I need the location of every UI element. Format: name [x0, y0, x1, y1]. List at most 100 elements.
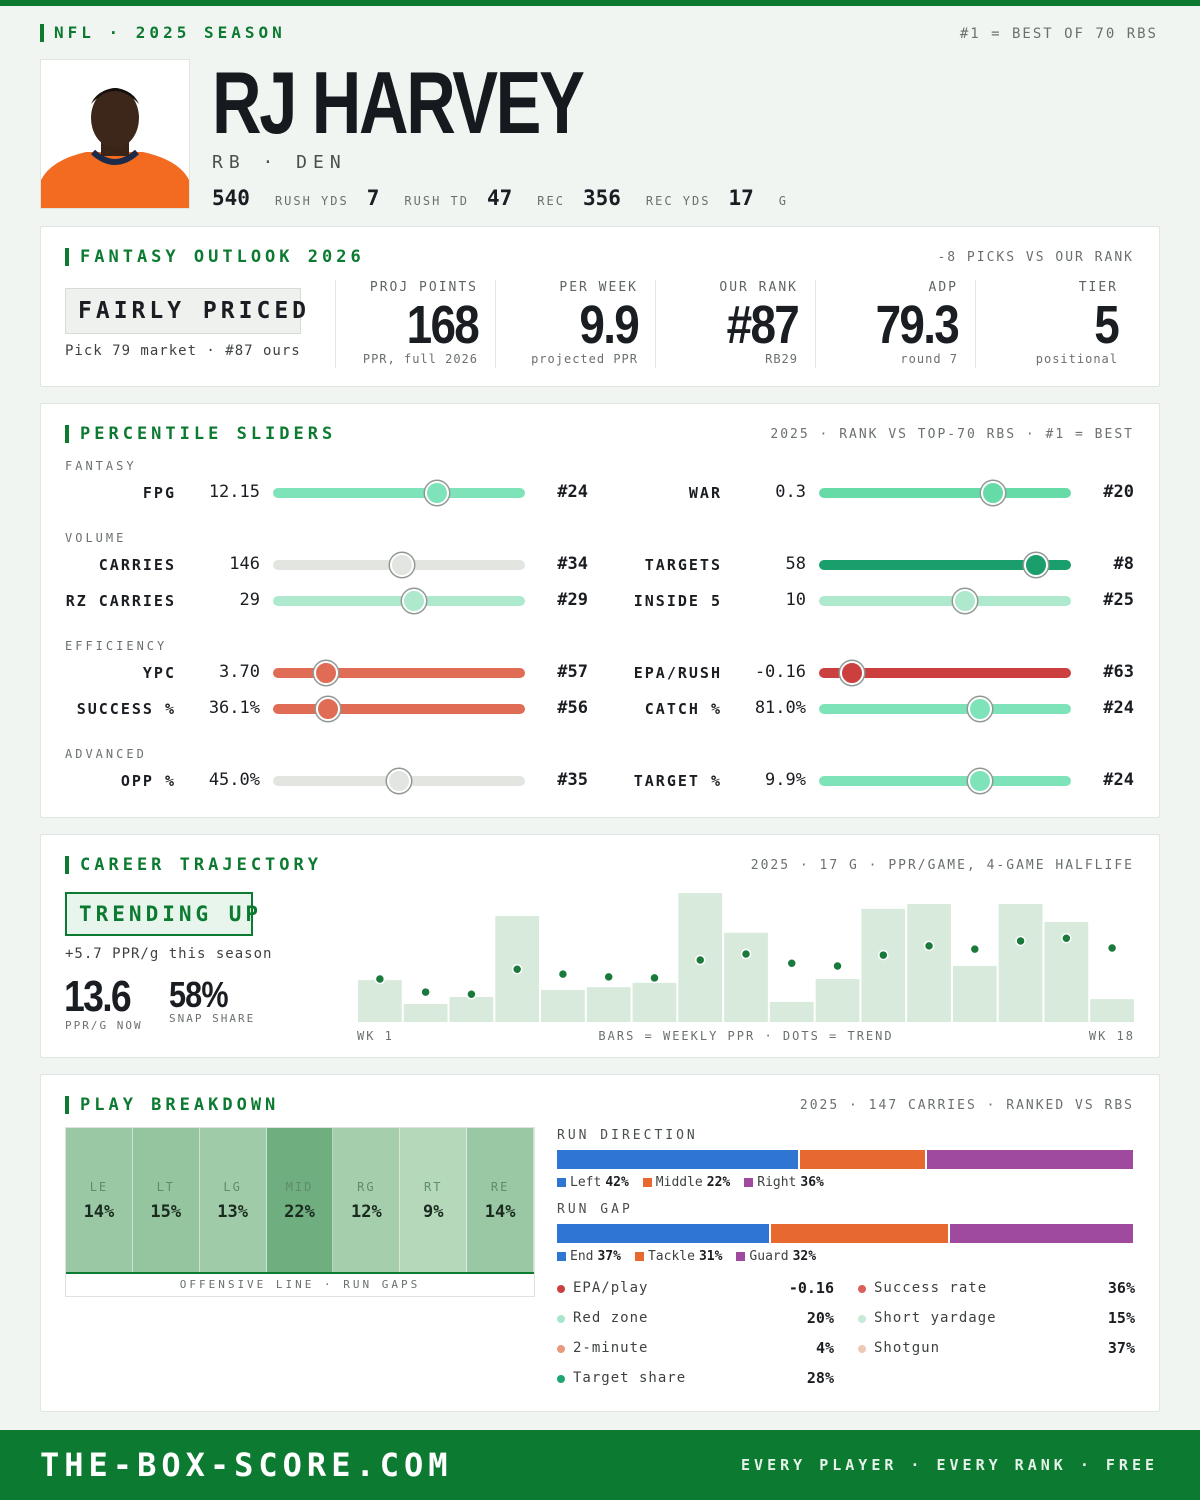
- section-title: CAREER TRAJECTORY: [65, 856, 322, 874]
- stat-label: Success rate: [874, 1280, 988, 1296]
- slider-value: 0.3: [775, 482, 806, 502]
- legend-swatch: [642, 1178, 652, 1187]
- legend-swatch: [557, 1252, 566, 1261]
- stat-value: -0.16: [788, 1279, 834, 1297]
- gap-cell: MID 22%: [266, 1128, 334, 1272]
- gap-cell: RG 12%: [333, 1128, 401, 1272]
- gap-cell: RE 14%: [467, 1128, 535, 1272]
- slider-label: INSIDE 5: [633, 592, 722, 610]
- gap-cell: LG 13%: [199, 1128, 267, 1272]
- slider-knob: [968, 697, 993, 721]
- footer-site: THE-BOX-SCORE.COM: [40, 1446, 453, 1484]
- photo-art: [41, 88, 189, 208]
- legend-name: Middle: [655, 1175, 703, 1190]
- gap-value: 12%: [351, 1202, 382, 1222]
- legend-value: 42%: [605, 1175, 629, 1190]
- slider-value: 10: [785, 590, 806, 610]
- gap-caption: OFFENSIVE LINE · RUN GAPS: [179, 1278, 421, 1291]
- slider-value: -0.16: [754, 662, 806, 682]
- legend-name: Tackle: [647, 1249, 695, 1264]
- stack-segment: [557, 1150, 798, 1169]
- slider-label: WAR: [688, 484, 722, 502]
- metric-divider: [655, 280, 656, 368]
- trend-dot: [832, 960, 843, 972]
- slider-value: 36.1%: [208, 698, 260, 718]
- trend-dot: [923, 940, 935, 952]
- sliders-card: [40, 403, 1160, 818]
- section-title: FANTASY OUTLOOK 2026: [65, 248, 365, 266]
- metric-label: OUR RANK: [719, 280, 798, 295]
- metric-value: 5: [1094, 295, 1120, 355]
- slider-rank: #24: [1103, 770, 1134, 790]
- x-tick-label: WK 18: [1089, 1029, 1135, 1043]
- gap-label: RE: [490, 1180, 510, 1194]
- snap-value: 58%: [169, 974, 229, 1015]
- metric-value: #87: [726, 295, 800, 355]
- slider-knob: [424, 481, 449, 505]
- trend-dot: [969, 943, 981, 955]
- trend-dot: [1061, 932, 1072, 944]
- metric-label: PER WEEK: [559, 280, 638, 295]
- metric-label: ADP: [928, 280, 958, 295]
- gap-value: 14%: [83, 1202, 115, 1222]
- slider-rank: #29: [557, 590, 588, 610]
- slider-knob: [968, 769, 993, 793]
- gap-value: 15%: [150, 1202, 182, 1222]
- ppr-label: PPR/G NOW: [65, 1019, 143, 1032]
- metric-divider: [815, 280, 816, 368]
- slider-track: [273, 488, 525, 498]
- metric-sub: positional: [1035, 352, 1118, 366]
- gap-cell: LT 15%: [132, 1128, 200, 1272]
- player-name: RJ HARVEY: [212, 53, 585, 152]
- stat-value: 4%: [815, 1339, 834, 1357]
- stat-label: EPA/play: [573, 1280, 649, 1296]
- stack-segment: [770, 1224, 949, 1243]
- slider-track: [819, 776, 1071, 786]
- slider-knob: [402, 589, 427, 613]
- metric-value: 79.3: [875, 295, 959, 355]
- gap-label: RT: [424, 1180, 443, 1194]
- slider-rank: #25: [1103, 590, 1134, 610]
- slider-track: [273, 596, 525, 606]
- trend-dot: [1015, 935, 1026, 947]
- slider-rank: #56: [557, 698, 588, 718]
- slider-label: SUCCESS %: [76, 700, 176, 718]
- metric-label: PROJ POINTS: [369, 280, 478, 295]
- section-title: PLAY BREAKDOWN: [65, 1096, 279, 1114]
- x-tick-label: WK 1: [357, 1029, 394, 1043]
- slider-rank: #34: [557, 554, 588, 574]
- stat-dot: [858, 1315, 866, 1323]
- stat-label: REC YDS: [645, 194, 711, 208]
- stack-segment: [799, 1150, 925, 1169]
- stat-label: REC: [537, 194, 565, 208]
- bar: [907, 903, 951, 1022]
- slider-track: [273, 704, 525, 714]
- slider-value: 29: [239, 590, 260, 610]
- stack-segment: [950, 1224, 1133, 1243]
- stat-dot: [557, 1375, 565, 1383]
- stack-segment: [557, 1224, 769, 1243]
- gap-label: LT: [156, 1180, 176, 1194]
- group-label: ADVANCED: [65, 747, 147, 761]
- legend-item: Left 42%: [557, 1175, 629, 1190]
- gap-value: 13%: [217, 1202, 248, 1222]
- league-label: NFL · 2025 SEASON: [40, 24, 286, 42]
- slider-knob: [389, 553, 414, 577]
- legend-name: Left: [570, 1175, 602, 1190]
- footer-tagline: EVERY PLAYER · EVERY RANK · FREE: [741, 1456, 1158, 1474]
- gap-label: LG: [223, 1180, 242, 1194]
- legend-value: 31%: [698, 1249, 723, 1264]
- ppr-value: 13.6: [64, 972, 132, 1021]
- bar: [541, 989, 585, 1022]
- slider-track: [819, 560, 1071, 570]
- section-note: 2025 · 147 CARRIES · RANKED VS RBS: [799, 1098, 1134, 1113]
- slider-knob: [316, 697, 341, 721]
- slider-knob: [839, 661, 864, 685]
- slider-track: [819, 668, 1071, 678]
- slider-value: 58: [785, 554, 806, 574]
- trend-dot: [511, 963, 523, 975]
- legend-item: End 37%: [557, 1249, 621, 1264]
- slider-value: 81.0%: [754, 698, 806, 718]
- verdict-badge: FAIRLY PRICED: [65, 288, 306, 334]
